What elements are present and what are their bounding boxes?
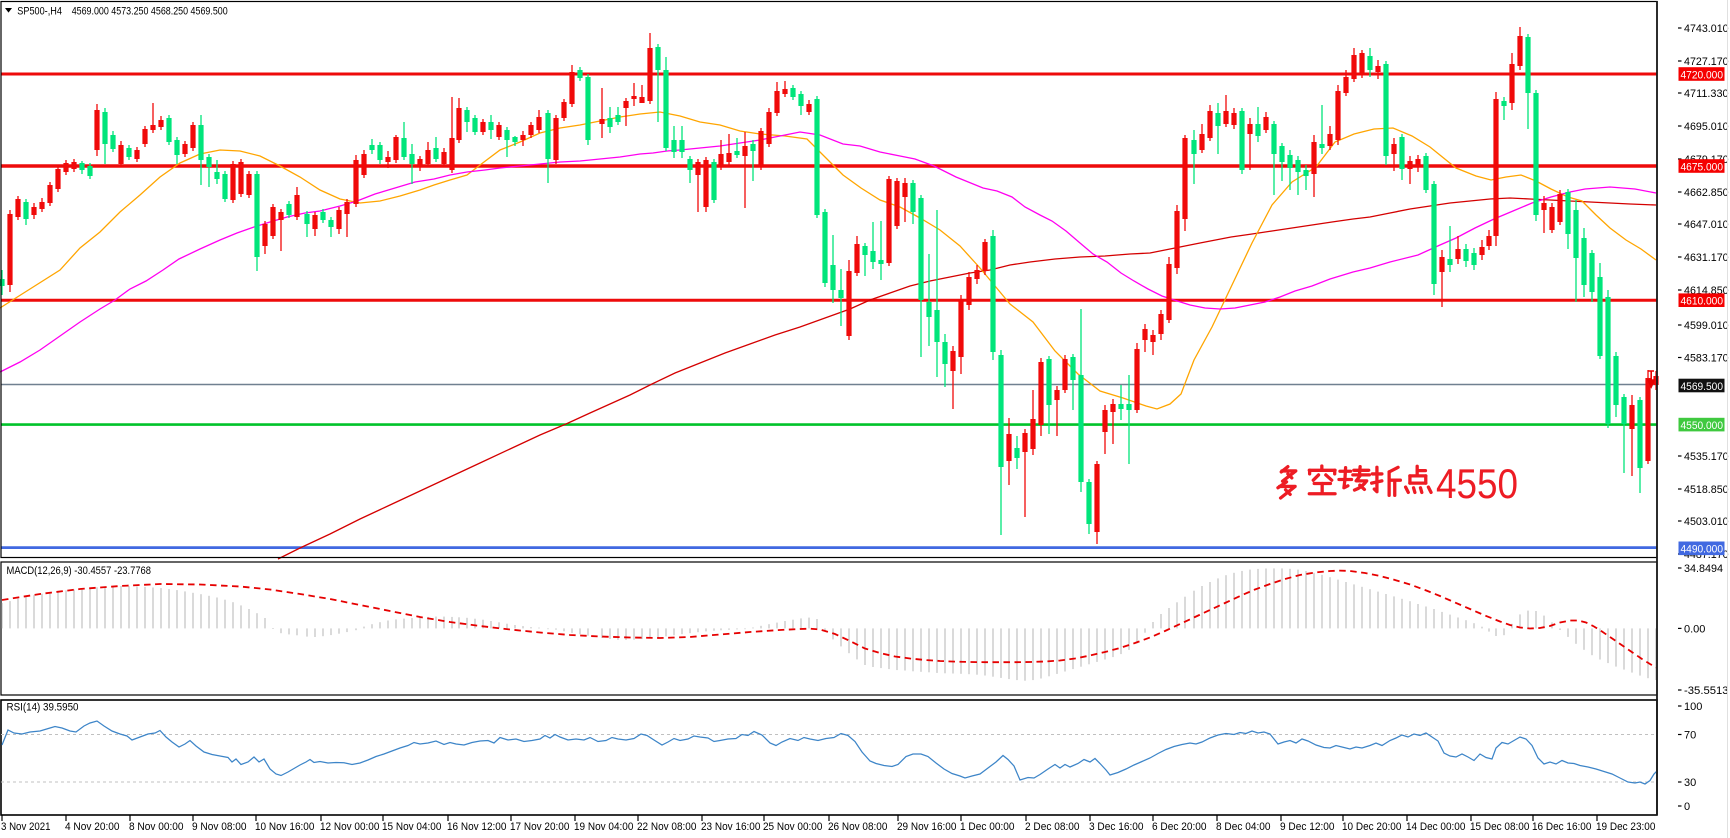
svg-text:19 Nov 04:00: 19 Nov 04:00 — [574, 821, 633, 833]
svg-text:4550.000: 4550.000 — [1681, 420, 1724, 432]
svg-text:4569.000 4573.250 4568.250 456: 4569.000 4573.250 4568.250 4569.500 — [72, 5, 228, 17]
svg-text:30: 30 — [1684, 777, 1696, 789]
svg-text:16 Dec 16:00: 16 Dec 16:00 — [1532, 821, 1591, 833]
svg-text:4695.010: 4695.010 — [1684, 121, 1729, 133]
svg-text:4647.010: 4647.010 — [1684, 219, 1729, 231]
svg-text:4550: 4550 — [1436, 460, 1518, 507]
svg-text:4599.010: 4599.010 — [1684, 320, 1729, 332]
svg-text:9 Nov 08:00: 9 Nov 08:00 — [192, 821, 247, 833]
svg-text:10 Dec 20:00: 10 Dec 20:00 — [1342, 821, 1401, 833]
svg-text:25 Nov 00:00: 25 Nov 00:00 — [763, 821, 822, 833]
svg-text:15 Dec 08:00: 15 Dec 08:00 — [1470, 821, 1529, 833]
svg-text:100: 100 — [1684, 701, 1702, 713]
svg-text:70: 70 — [1684, 730, 1696, 742]
svg-text:MACD(12,26,9) -30.4557 -23.776: MACD(12,26,9) -30.4557 -23.7768 — [7, 565, 152, 577]
svg-text:4583.170: 4583.170 — [1684, 353, 1729, 365]
svg-text:0.00: 0.00 — [1684, 623, 1705, 635]
svg-text:4675.000: 4675.000 — [1681, 161, 1724, 173]
svg-text:22 Nov 08:00: 22 Nov 08:00 — [637, 821, 696, 833]
svg-text:29 Nov 16:00: 29 Nov 16:00 — [897, 821, 956, 833]
svg-text:9 Dec 12:00: 9 Dec 12:00 — [1280, 821, 1335, 833]
svg-text:SP500-,H4: SP500-,H4 — [17, 5, 62, 17]
svg-text:4743.010: 4743.010 — [1684, 23, 1729, 35]
svg-text:3 Dec 16:00: 3 Dec 16:00 — [1089, 821, 1144, 833]
svg-text:2 Dec 08:00: 2 Dec 08:00 — [1025, 821, 1080, 833]
svg-text:12 Nov 00:00: 12 Nov 00:00 — [320, 821, 379, 833]
svg-text:0: 0 — [1684, 801, 1690, 813]
svg-text:4711.330: 4711.330 — [1684, 88, 1729, 100]
svg-text:1 Dec 00:00: 1 Dec 00:00 — [960, 821, 1015, 833]
svg-text:17 Nov 20:00: 17 Nov 20:00 — [510, 821, 569, 833]
svg-text:23 Nov 16:00: 23 Nov 16:00 — [701, 821, 760, 833]
svg-text:10 Nov 16:00: 10 Nov 16:00 — [255, 821, 314, 833]
svg-text:6 Dec 20:00: 6 Dec 20:00 — [1152, 821, 1207, 833]
svg-text:4662.850: 4662.850 — [1684, 187, 1729, 199]
svg-text:15 Nov 04:00: 15 Nov 04:00 — [382, 821, 441, 833]
svg-text:26 Nov 08:00: 26 Nov 08:00 — [828, 821, 887, 833]
svg-text:16 Nov 12:00: 16 Nov 12:00 — [447, 821, 506, 833]
svg-text:4727.170: 4727.170 — [1684, 56, 1729, 68]
svg-text:4569.500: 4569.500 — [1681, 381, 1724, 393]
svg-text:34.8494: 34.8494 — [1684, 563, 1723, 575]
svg-text:4490.000: 4490.000 — [1681, 544, 1724, 556]
svg-text:4503.010: 4503.010 — [1684, 516, 1729, 528]
svg-text:4610.000: 4610.000 — [1681, 296, 1724, 308]
svg-text:4 Nov 20:00: 4 Nov 20:00 — [65, 821, 120, 833]
svg-text:19 Dec 23:00: 19 Dec 23:00 — [1596, 821, 1655, 833]
svg-text:4535.170: 4535.170 — [1684, 451, 1729, 463]
svg-text:4518.850: 4518.850 — [1684, 484, 1729, 496]
svg-text:8 Nov 00:00: 8 Nov 00:00 — [129, 821, 184, 833]
svg-text:-35.5513: -35.5513 — [1684, 685, 1729, 697]
svg-text:8 Dec 04:00: 8 Dec 04:00 — [1216, 821, 1271, 833]
svg-text:4720.000: 4720.000 — [1681, 69, 1724, 81]
svg-text:3 Nov 2021: 3 Nov 2021 — [1, 821, 51, 833]
svg-text:RSI(14) 39.5950: RSI(14) 39.5950 — [7, 702, 79, 714]
svg-text:4631.170: 4631.170 — [1684, 252, 1729, 264]
svg-text:14 Dec 00:00: 14 Dec 00:00 — [1406, 821, 1465, 833]
